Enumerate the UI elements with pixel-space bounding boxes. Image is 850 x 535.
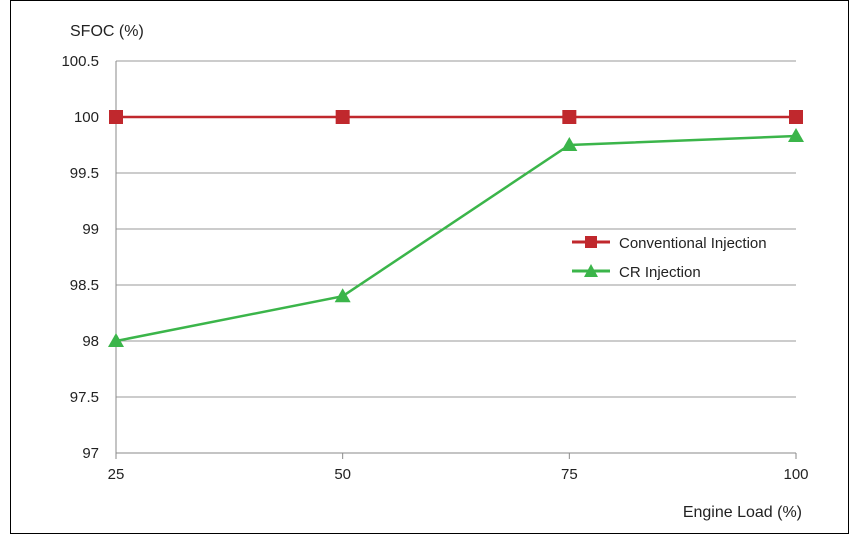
data-point-square [562, 110, 577, 124]
y-tick-label: 99 [82, 221, 99, 238]
y-tick-label: 99.5 [70, 165, 99, 182]
x-tick-label: 50 [334, 466, 351, 483]
y-tick-labels: 97 97.5 98 98.5 99 99.5 100 100.5 [61, 53, 99, 462]
x-tick-label: 75 [561, 466, 578, 483]
data-point-square [789, 110, 803, 124]
data-point-triangle [788, 128, 804, 143]
y-tick-label: 97 [82, 445, 99, 462]
y-tick-label: 100.5 [61, 53, 99, 70]
data-point-square [335, 110, 350, 124]
data-point-triangle [334, 288, 351, 303]
y-tick-label: 98 [82, 333, 99, 350]
series [108, 110, 804, 347]
y-tick-label: 97.5 [70, 389, 99, 406]
data-point-triangle [561, 137, 578, 151]
legend: Conventional Injection CR Injection [572, 235, 767, 281]
chart-frame [10, 0, 849, 534]
y-axis-title: SFOC (%) [70, 23, 144, 40]
x-tick-label: 100 [783, 466, 808, 483]
legend-item-cr: CR Injection [572, 264, 701, 281]
x-tick-labels: 25 50 75 100 [108, 466, 809, 483]
data-point-triangle [108, 333, 124, 347]
legend-marker-triangle [584, 264, 598, 277]
x-tick-label: 25 [108, 466, 125, 483]
legend-label-cr: CR Injection [619, 264, 701, 281]
data-point-square [109, 110, 123, 124]
legend-marker-square [585, 236, 597, 248]
gridlines [116, 60, 796, 398]
series-line-cr [115, 134, 797, 343]
legend-label-conventional: Conventional Injection [619, 235, 767, 252]
y-tick-label: 100 [74, 109, 99, 126]
x-axis-title: Engine Load (%) [683, 504, 802, 521]
legend-item-conventional: Conventional Injection [572, 235, 767, 252]
axes [115, 61, 797, 459]
y-tick-label: 98.5 [70, 277, 99, 294]
